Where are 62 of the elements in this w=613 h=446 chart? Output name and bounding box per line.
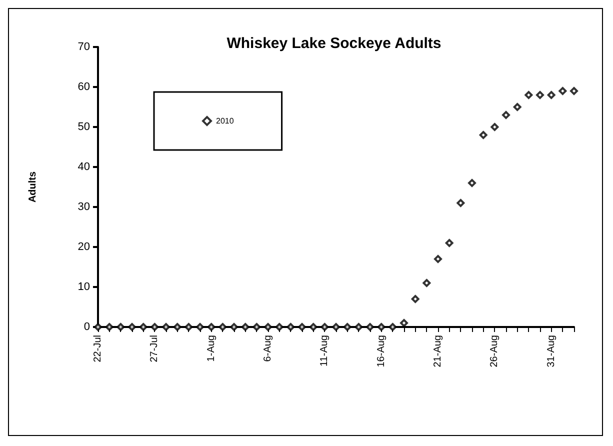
- y-tick-label: 70: [78, 41, 90, 53]
- point: [411, 295, 420, 303]
- y-tick-label: 30: [78, 201, 90, 213]
- point: [400, 319, 408, 327]
- point: [173, 323, 182, 331]
- y-tick-label: 0: [84, 321, 90, 333]
- x-tick-label: 22-Jul: [92, 335, 104, 362]
- point: [196, 323, 204, 331]
- point: [184, 323, 193, 331]
- y-tick-label: 60: [78, 81, 90, 93]
- point: [490, 123, 499, 131]
- y-tick-label: 50: [78, 121, 90, 133]
- point: [139, 323, 148, 331]
- x-tick-label: 11-Aug: [319, 335, 330, 367]
- x-tick-label: 31-Aug: [546, 335, 557, 368]
- point: [332, 323, 340, 331]
- x-tick-label: 27-Jul: [149, 335, 160, 362]
- point: [286, 323, 295, 331]
- point: [445, 239, 454, 247]
- point: [468, 179, 476, 187]
- x-tick-label: 21-Aug: [432, 335, 444, 368]
- y-tick-label: 40: [78, 161, 90, 173]
- point: [513, 103, 522, 111]
- point: [207, 323, 216, 331]
- point: [128, 323, 136, 331]
- point: [320, 323, 329, 331]
- legend-label: 2010: [216, 116, 234, 126]
- point: [309, 323, 318, 331]
- point: [241, 323, 250, 331]
- chart-title: Whiskey Lake Sockeye Adults: [226, 35, 442, 52]
- point: [366, 323, 374, 331]
- point: [479, 131, 488, 139]
- x-tick-label: 16-Aug: [376, 335, 387, 368]
- point: [116, 323, 125, 331]
- y-tick-label: 10: [78, 281, 90, 293]
- point: [377, 323, 386, 331]
- point: [456, 199, 465, 207]
- point: [536, 91, 544, 99]
- point: [298, 323, 306, 331]
- x-tick-label: 6-Aug: [262, 335, 274, 362]
- point: [388, 323, 397, 331]
- point: [354, 323, 363, 331]
- point: [524, 91, 533, 99]
- point: [252, 323, 261, 331]
- point: [218, 323, 227, 331]
- point: [570, 87, 578, 95]
- y-axis-title: Adults: [28, 171, 38, 203]
- point: [343, 323, 352, 331]
- point: [150, 323, 159, 331]
- point: [275, 323, 284, 331]
- x-tick-label: 26-Aug: [489, 335, 500, 368]
- point: [547, 91, 556, 99]
- y-tick-label: 20: [78, 241, 90, 253]
- point: [558, 87, 567, 95]
- point: [502, 111, 510, 119]
- point: [264, 323, 272, 331]
- point: [162, 323, 170, 331]
- point: [434, 255, 442, 263]
- point: [105, 323, 114, 331]
- point: [422, 279, 431, 287]
- point: [230, 323, 238, 331]
- x-tick-label: 1-Aug: [206, 335, 217, 362]
